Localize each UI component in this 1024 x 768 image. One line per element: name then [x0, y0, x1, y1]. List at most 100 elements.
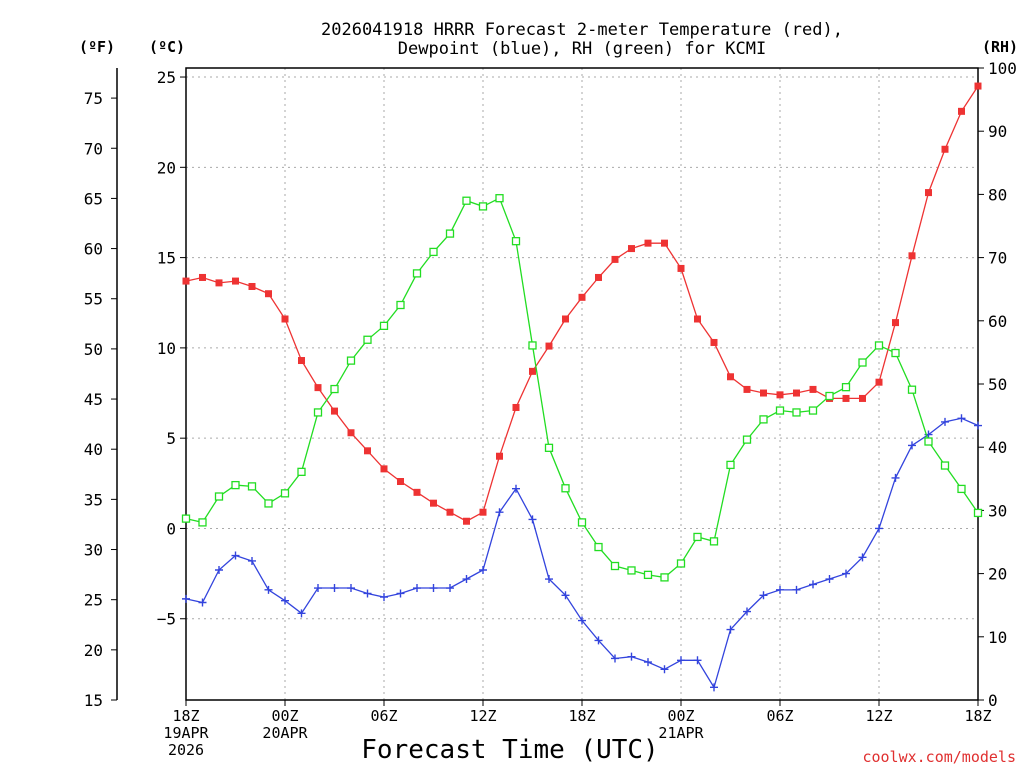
dewpoint-point [182, 594, 190, 603]
temperature-point [479, 508, 487, 516]
celsius-tick-label: 0 [166, 519, 176, 538]
x-tick-label: 20APR [262, 724, 308, 742]
rh-point [198, 518, 207, 527]
fahrenheit-tick-label: 65 [84, 189, 103, 208]
chart-title-line2: Dewpoint (blue), RH (green) for KCMI [398, 39, 766, 59]
temperature-point [644, 239, 652, 247]
dewpoint-point [644, 658, 652, 667]
dewpoint-point [957, 414, 966, 423]
fahrenheit-tick-label: 40 [84, 440, 103, 459]
temperature-point [974, 82, 982, 90]
dewpoint-point [495, 508, 504, 517]
temperature-point [199, 273, 206, 281]
rh-point [214, 492, 224, 501]
rh-tick-label: 20 [988, 565, 1007, 584]
x-tick-label: 12Z [469, 707, 496, 725]
rh-point [660, 573, 669, 582]
rh-point [874, 341, 884, 350]
celsius-unit-label: (ºC) [149, 38, 185, 56]
rh-point [561, 484, 570, 493]
rh-point [577, 518, 587, 527]
temperature-point [710, 338, 718, 346]
x-tick-label: 00Z [667, 707, 694, 725]
rh-tick-label: 100 [988, 59, 1017, 78]
rh-tick-label: 90 [988, 122, 1007, 141]
dewpoint-point [314, 584, 322, 593]
rh-point [528, 341, 537, 350]
rh-point [627, 566, 636, 575]
rh-point [841, 383, 851, 392]
x-tick-label: 21APR [658, 724, 704, 742]
temperature-point [578, 293, 586, 301]
celsius-tick-label: 10 [157, 339, 176, 358]
temperature-point [430, 499, 437, 507]
rh-point [742, 435, 752, 444]
temperature-point [496, 452, 503, 460]
x-tick-label: 18Z [964, 707, 991, 725]
dewpoint-point [264, 585, 273, 594]
rh-unit-label: (RH) [982, 38, 1018, 56]
celsius-tick-label: 25 [157, 68, 176, 87]
rh-point [247, 482, 257, 491]
dewpoint-point [825, 575, 834, 584]
temperature-point [331, 407, 338, 415]
dewpoint-point [759, 591, 768, 600]
rh-point [495, 194, 504, 203]
rh-tick-label: 70 [988, 249, 1007, 268]
rh-point [594, 542, 603, 552]
fahrenheit-tick-label: 30 [84, 541, 103, 560]
rh-point [643, 570, 653, 580]
fahrenheit-tick-label: 20 [84, 641, 103, 660]
x-axis-title: Forecast Time (UTC) [361, 735, 658, 765]
dewpoint-point [578, 616, 586, 625]
rh-point [924, 437, 933, 446]
fahrenheit-tick-label: 45 [84, 390, 103, 409]
rh-point [346, 356, 356, 365]
x-tick-label: 00Z [271, 707, 298, 725]
dewpoint-point [710, 683, 718, 692]
celsius-tick-label: 20 [157, 158, 176, 177]
rh-point [726, 460, 735, 470]
celsius-tick-label: 15 [157, 249, 176, 268]
dewpoint-point [198, 598, 207, 607]
temperature-point [727, 373, 734, 381]
dewpoint-point [215, 565, 223, 574]
dewpoint-point [677, 656, 685, 665]
rh-series [181, 194, 983, 582]
dewpoint-point [231, 551, 240, 560]
rh-tick-label: 10 [988, 628, 1007, 647]
rh-point [330, 384, 339, 394]
temperature-point [562, 315, 569, 323]
dewpoint-point [809, 580, 817, 589]
rh-point [462, 196, 471, 205]
temperature-point [215, 279, 223, 287]
rh-point [940, 461, 950, 470]
chart-title-line1: 2026041918 HRRR Forecast 2-meter Tempera… [321, 20, 843, 40]
x-tick-label: 2026 [168, 741, 204, 759]
dewpoint-point [396, 589, 405, 598]
temperature-point [314, 384, 322, 392]
rh-point [412, 269, 422, 278]
dewpoint-point [611, 654, 619, 663]
dewpoint-point [479, 565, 487, 574]
rh-point [544, 443, 554, 452]
temperature-point [892, 319, 899, 327]
rh-point [231, 480, 240, 490]
dewpoint-point [726, 625, 735, 634]
rh-point [478, 202, 488, 211]
celsius-tick-label: 5 [166, 429, 176, 448]
rh-point [957, 484, 966, 494]
dewpoint-point [941, 417, 949, 426]
temperature-point [446, 508, 454, 516]
temperature-point [364, 447, 371, 455]
temperature-point [908, 252, 916, 260]
gridlines [186, 68, 978, 700]
temperature-point [776, 391, 784, 399]
temperature-point [512, 403, 520, 411]
rh-point [610, 561, 620, 571]
rh-tick-label: 60 [988, 312, 1007, 331]
temperature-point [925, 189, 932, 197]
temperature-series [182, 82, 982, 525]
dewpoint-point [281, 596, 289, 605]
